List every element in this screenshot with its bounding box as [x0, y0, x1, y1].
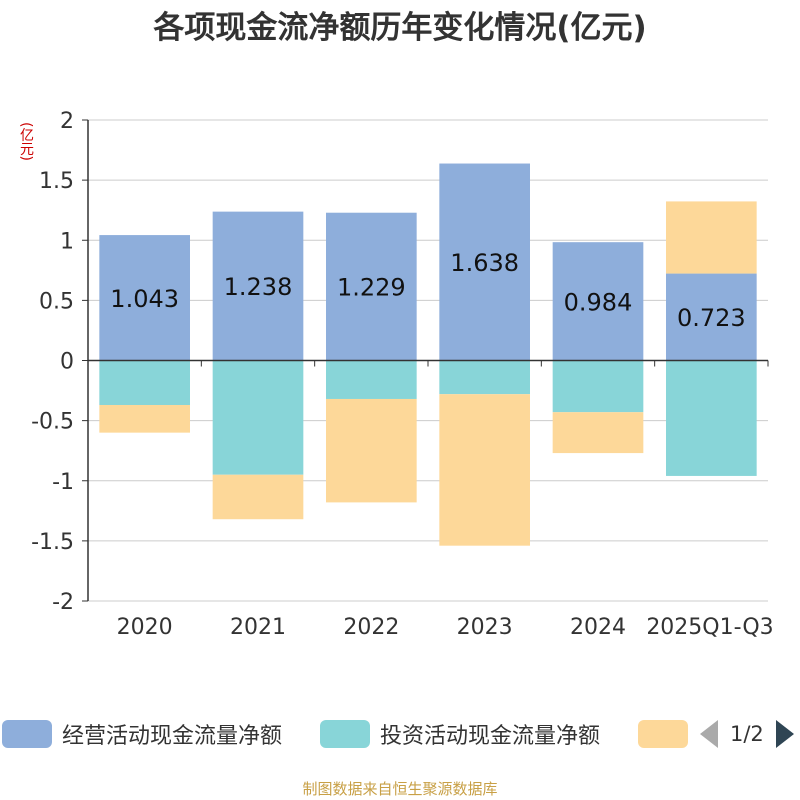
y-tick-label: 0	[60, 350, 74, 375]
bar-segment-s1-c0[interactable]	[99, 360, 190, 405]
data-label: 1.638	[450, 249, 519, 277]
data-label: 0.723	[677, 304, 746, 332]
bar-segment-s0-c5[interactable]	[666, 273, 757, 361]
y-tick-label: 1.5	[39, 169, 74, 194]
bar-segment-s0-c2[interactable]	[326, 212, 417, 361]
legend-item-financing[interactable]	[638, 718, 698, 750]
grid-lines	[88, 119, 768, 602]
legend-swatch-investing	[320, 720, 370, 748]
bar-segment-s1-c4[interactable]	[552, 360, 644, 413]
bar-segment-s0-c3[interactable]	[439, 163, 530, 361]
legend-item-investing[interactable]: 投资活动现金流量净额	[320, 718, 600, 750]
data-label: 1.229	[337, 274, 406, 302]
x-tick-label: 2022	[343, 615, 399, 640]
data-labels: 1.043 1.238 1.229 1.638 0.984 0.723	[110, 249, 745, 332]
legend-swatch-operating	[2, 720, 52, 748]
y-axis-unit-label: (亿元)	[18, 122, 34, 161]
bar-segment-s2-c2[interactable]	[326, 398, 417, 503]
chart-plot: 2 1.5 1 0.5 0 -0.5 -1 -1.5 -2 2020 2021 2022 2023 202…	[31, 109, 774, 640]
y-tick-label: 0.5	[39, 289, 74, 314]
data-label: 0.984	[564, 288, 633, 316]
data-label: 1.238	[224, 273, 293, 301]
y-tick-label: -0.5	[31, 410, 74, 435]
legend-label-investing: 投资活动现金流量净额	[380, 724, 601, 749]
legend-label-operating: 经营活动现金流量净额	[62, 724, 283, 749]
legend-pager: 1/2	[700, 718, 794, 750]
legend-swatch-financing	[638, 720, 688, 748]
bar-segment-s1-c3[interactable]	[439, 360, 530, 395]
x-tick-label: 2024	[570, 615, 626, 640]
pager-next-arrow-icon[interactable]	[775, 720, 794, 748]
y-tick-label: -1.5	[31, 530, 74, 555]
bar-segment-s0-c4[interactable]	[552, 242, 644, 361]
bar-segment-s2-c4[interactable]	[552, 412, 644, 454]
x-tick-label: 2021	[230, 615, 286, 640]
pager-prev-arrow-icon[interactable]	[700, 720, 718, 748]
source-note: 制图数据来自恒生聚源数据库	[302, 780, 498, 798]
chart-title: 各项现金流净额历年变化情况(亿元)	[153, 10, 647, 46]
axes: 2 1.5 1 0.5 0 -0.5 -1 -1.5 -2 2020 2021 2022 2023 202…	[31, 109, 774, 640]
pager-page-indicator: 1/2	[730, 722, 764, 746]
bar-segment-s2-c1[interactable]	[212, 474, 304, 520]
bar-segment-s1-c2[interactable]	[326, 360, 417, 399]
y-tick-label: -2	[52, 590, 74, 615]
bar-segment-s1-c5[interactable]	[666, 360, 757, 476]
data-label: 1.043	[110, 285, 179, 313]
legend-item-operating[interactable]: 经营活动现金流量净额	[2, 718, 282, 750]
y-tick-label: 1	[60, 229, 74, 254]
bar-segment-s2-c0[interactable]	[99, 404, 190, 433]
y-tick-label: -1	[52, 470, 74, 495]
bar-segment-s0-c1[interactable]	[212, 211, 304, 361]
x-tick-label: 2025Q1-Q3	[646, 615, 773, 640]
legend: 经营活动现金流量净额 投资活动现金流量净额 1/2	[0, 712, 800, 756]
bar-segment-s2-c3[interactable]	[439, 394, 530, 546]
bar-segment-s0-c0[interactable]	[99, 235, 190, 361]
bars	[99, 163, 757, 546]
bar-segment-s1-c1[interactable]	[212, 360, 304, 475]
x-tick-label: 2023	[457, 615, 513, 640]
bar-segment-s2-c5[interactable]	[666, 201, 757, 274]
y-tick-label: 2	[60, 109, 74, 134]
x-tick-label: 2020	[117, 615, 173, 640]
